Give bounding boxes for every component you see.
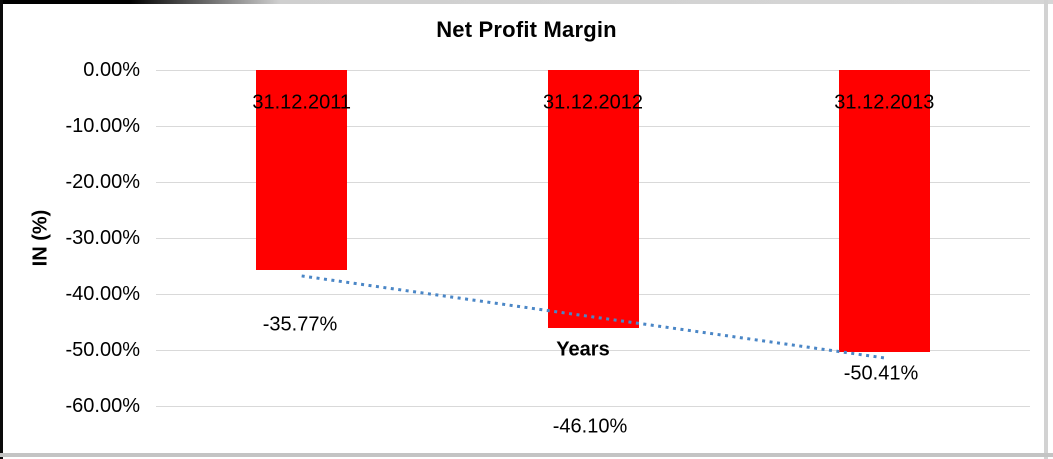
frame-edge-top bbox=[0, 0, 1053, 4]
data-label: -35.77% bbox=[262, 313, 338, 336]
y-tick-label: -20.00% bbox=[65, 171, 141, 193]
y-tick-label: 0.00% bbox=[83, 59, 140, 81]
data-label: -50.41% bbox=[843, 362, 919, 385]
y-tick-label: -50.00% bbox=[65, 339, 141, 361]
gridline bbox=[156, 406, 1030, 407]
data-label: -46.10% bbox=[552, 415, 628, 438]
category-label: 31.12.2013 bbox=[834, 91, 935, 114]
frame-edge-bottom bbox=[0, 453, 1053, 457]
y-tick-label: -10.00% bbox=[65, 115, 141, 137]
frame-edge-left bbox=[0, 0, 3, 459]
x-axis-title: Years bbox=[556, 338, 610, 361]
y-tick-label: -60.00% bbox=[65, 395, 141, 417]
y-tick-label: -40.00% bbox=[65, 283, 141, 305]
chart-title: Net Profit Margin bbox=[436, 17, 617, 42]
bar bbox=[256, 70, 348, 271]
category-label: 31.12.2012 bbox=[542, 91, 644, 114]
y-tick-label: -30.00% bbox=[65, 227, 141, 249]
category-label: 31.12.2011 bbox=[252, 91, 351, 114]
frame-edge-right bbox=[1044, 0, 1048, 459]
